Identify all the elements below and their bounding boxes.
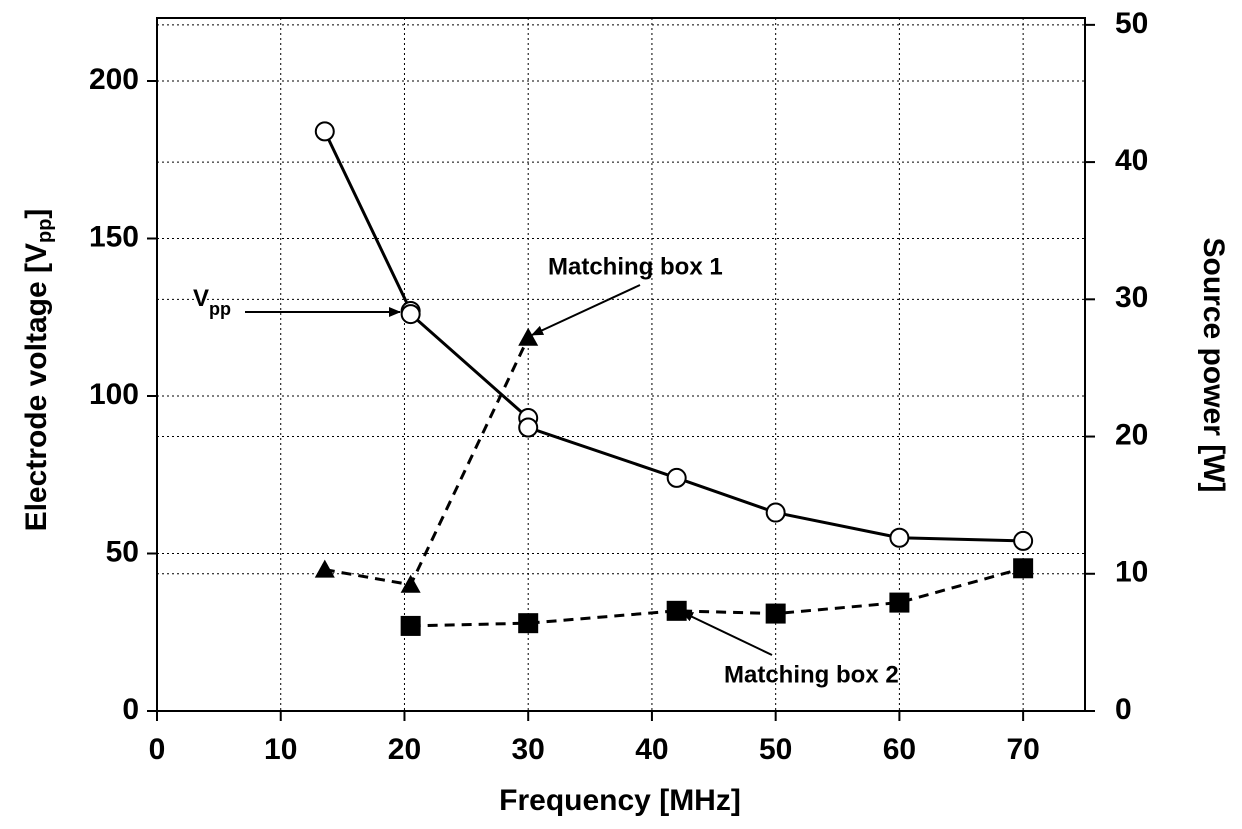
y2-tick-label: 50: [1115, 7, 1148, 40]
marks: [314, 121, 1034, 636]
series-line: [410, 566, 1024, 628]
point: [666, 467, 687, 488]
point: [765, 502, 786, 523]
vpp-annotation: Vpp: [193, 285, 231, 318]
point: [666, 600, 687, 621]
point: [518, 613, 539, 634]
x-axis-label: Frequency [MHz]: [499, 784, 741, 817]
y2-axis-label: Source power [W]: [1197, 237, 1230, 492]
x-tick-label: 40: [635, 733, 668, 766]
y2-tick-label: 10: [1115, 556, 1148, 589]
point: [400, 304, 421, 325]
x-tick-label: 70: [1006, 733, 1039, 766]
series-line: [324, 337, 530, 587]
y2-tick-label: 0: [1115, 693, 1132, 726]
mb1-annotation: Matching box 1: [548, 253, 723, 280]
y-label-sub: pp: [34, 219, 56, 243]
point: [889, 592, 910, 613]
point: [400, 574, 421, 593]
point: [314, 559, 335, 578]
y-tick-label: 150: [89, 220, 139, 253]
point: [765, 603, 786, 624]
x-tick-label: 10: [264, 733, 297, 766]
point: [889, 527, 910, 548]
x-tick-label: 20: [388, 733, 421, 766]
mb1-arrow: [531, 284, 641, 336]
point: [314, 121, 335, 142]
vpp-sub: pp: [209, 299, 231, 319]
x-tick-label: 30: [512, 733, 545, 766]
y2-tick-label: 30: [1115, 281, 1148, 314]
mb2-annotation: Matching box 2: [724, 661, 899, 688]
y-tick-label: 100: [89, 378, 139, 411]
x-tick-label: 50: [759, 733, 792, 766]
y-label-end: ]: [20, 209, 53, 219]
point: [1013, 530, 1034, 551]
y2-tick-label: 40: [1115, 144, 1148, 177]
y-axis-label: Electrode voltage [Vpp]: [20, 209, 56, 532]
point: [1013, 558, 1034, 579]
x-tick-label: 0: [149, 733, 166, 766]
point: [518, 327, 539, 346]
point: [400, 615, 421, 636]
plot-frame: [156, 17, 1086, 712]
y-tick-label: 0: [122, 693, 139, 726]
x-tick-label: 60: [883, 733, 916, 766]
y2-tick-label: 20: [1115, 418, 1148, 451]
vpp-v: V: [193, 285, 209, 312]
mb2-arrow: [681, 611, 773, 656]
y-label-main: Electrode voltage [V: [20, 243, 53, 531]
point: [518, 417, 539, 438]
grid: [157, 18, 1085, 711]
y-tick-label: 50: [106, 535, 139, 568]
y-tick-label: 200: [89, 63, 139, 96]
